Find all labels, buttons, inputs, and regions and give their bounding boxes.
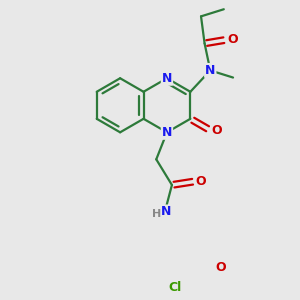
Text: N: N (162, 72, 172, 85)
Text: Cl: Cl (168, 281, 182, 294)
Text: O: O (211, 124, 222, 137)
Text: N: N (161, 206, 171, 218)
Text: O: O (215, 261, 226, 274)
Text: H: H (152, 209, 161, 219)
Text: O: O (196, 175, 206, 188)
Text: N: N (162, 126, 172, 139)
Text: N: N (205, 64, 215, 77)
Text: O: O (227, 33, 238, 46)
